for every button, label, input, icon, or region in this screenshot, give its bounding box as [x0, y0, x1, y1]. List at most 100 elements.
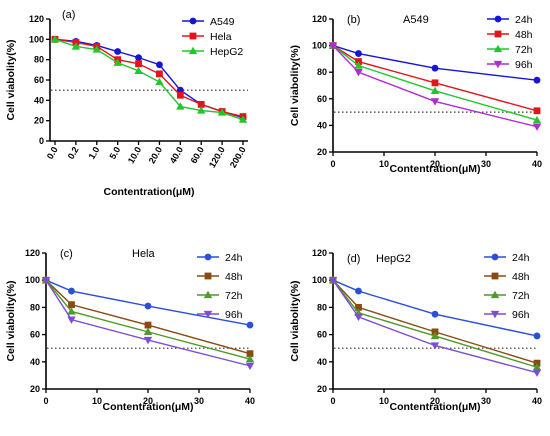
data-point	[41, 277, 51, 285]
x-tick-label: 0.0	[45, 145, 60, 161]
series-line	[332, 279, 538, 368]
legend-label: 72h	[515, 44, 533, 56]
legend-marker	[493, 44, 503, 53]
legend-label: 48h	[225, 271, 243, 283]
series-line	[45, 279, 251, 360]
y-tick-label: 80	[34, 55, 44, 65]
data-point	[67, 307, 76, 315]
data-point	[430, 342, 440, 350]
x-tick-label: 200.0	[228, 145, 248, 170]
y-tick-label: 60	[317, 330, 327, 340]
y-tick-label: 20	[34, 116, 44, 126]
legend-marker	[490, 290, 500, 299]
legend-marker	[491, 253, 499, 261]
legend-marker	[189, 32, 197, 40]
data-point	[217, 108, 227, 116]
y-tick-label: 80	[30, 302, 40, 312]
data-point	[246, 350, 254, 358]
y-tick-label: 100	[312, 41, 327, 51]
series-72h	[41, 276, 255, 363]
data-point	[176, 102, 185, 110]
x-tick-label: 40	[532, 396, 542, 406]
series-line	[332, 44, 538, 81]
data-point	[71, 42, 81, 50]
y-tick-label: 80	[317, 67, 327, 77]
data-point	[197, 106, 206, 114]
y-axis-title: Cell viabolity(%)	[289, 280, 301, 361]
series-line	[332, 279, 538, 374]
x-tick-label: 0	[43, 396, 48, 406]
x-tick-label: 30	[481, 159, 491, 169]
x-tick-label: 1.0	[87, 145, 102, 161]
x-axis-title: Contentration(μM)	[390, 163, 481, 175]
legend-marker	[493, 60, 503, 69]
data-point	[533, 332, 541, 340]
series-line	[332, 45, 538, 112]
data-point	[144, 321, 152, 329]
y-tick-label: 80	[317, 302, 327, 312]
panel-label: (d)	[347, 253, 360, 265]
data-point	[50, 35, 60, 43]
y-axis-title: Cell viabolity(%)	[289, 45, 301, 126]
x-axis-title: Contentration(μM)	[104, 186, 195, 198]
data-point	[355, 50, 362, 57]
y-tick-label: 40	[30, 357, 40, 367]
x-tick-label: 10	[92, 396, 102, 406]
x-axis-title: Contentration(μM)	[103, 401, 194, 413]
x-tick-label: 5.0	[107, 145, 122, 161]
series-96h	[41, 277, 255, 371]
series-line	[332, 279, 538, 337]
y-tick-label: 120	[25, 248, 40, 258]
legend: 24h 48h 72h 96h	[197, 252, 243, 321]
series-line	[332, 45, 538, 121]
data-point	[532, 363, 542, 371]
legend: 24h 48h 72h 96h	[484, 252, 530, 321]
data-point	[533, 76, 541, 84]
panel-title: Hela	[132, 248, 156, 260]
panel-label: (c)	[60, 248, 73, 260]
x-tick-label: 0.2	[66, 145, 81, 161]
data-point	[68, 301, 75, 309]
data-point	[431, 79, 439, 87]
legend-label: 96h	[225, 309, 243, 321]
data-point	[354, 61, 363, 69]
x-tick-label: 30	[481, 396, 491, 406]
legend-marker	[189, 17, 197, 25]
data-point	[245, 354, 255, 363]
series-96h	[328, 277, 542, 377]
x-tick-label: 0	[330, 159, 335, 169]
y-tick-label: 40	[34, 95, 44, 105]
y-tick-label: 100	[312, 275, 327, 285]
y-axis-title: Cell viabolity(%)	[5, 280, 17, 361]
data-point	[431, 64, 439, 72]
data-point	[355, 287, 362, 295]
data-point	[197, 101, 205, 108]
data-point	[114, 48, 122, 55]
legend-marker	[203, 290, 213, 299]
chart-panel-4: 20 40 60 80 100 120 0 10 20 30 40 Contentration(μM)…	[289, 248, 542, 413]
series-line	[54, 38, 244, 121]
data-point	[68, 287, 75, 295]
x-tick-label: 60.0	[189, 145, 206, 165]
data-point	[156, 61, 163, 69]
data-point	[143, 336, 153, 345]
legend-label: 48h	[515, 29, 533, 41]
panel-title: HepG2	[376, 253, 411, 265]
legend-label: 72h	[225, 290, 243, 302]
panel-label: (b)	[347, 14, 360, 26]
y-tick-label: 60	[317, 94, 327, 104]
x-tick-label: 40	[245, 396, 255, 406]
legend-label: 96h	[515, 59, 533, 71]
data-point	[532, 369, 542, 377]
y-tick-label: 100	[29, 34, 44, 44]
data-point	[113, 58, 122, 66]
chart-panel-3: 20 40 60 80 100 120 0 10 20 30 40 Contentration(μM)…	[5, 248, 255, 413]
data-point	[354, 313, 363, 322]
x-tick-label: 10	[379, 396, 389, 406]
panel-title: A549	[403, 14, 429, 26]
series-line	[45, 279, 251, 367]
series-line	[332, 45, 538, 128]
series-line	[54, 38, 244, 118]
data-point	[533, 107, 541, 115]
